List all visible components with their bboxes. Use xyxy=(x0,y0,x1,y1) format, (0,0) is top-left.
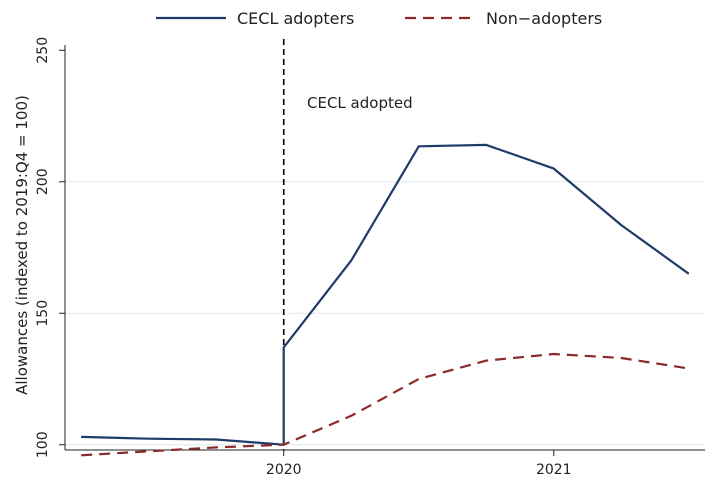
marks-layer xyxy=(81,39,690,457)
y-axis-title: Allowances (indexed to 2019:Q4 = 100) xyxy=(13,95,31,395)
legend: CECL adopters Non−adopters xyxy=(156,9,602,28)
x-tick-label-2021: 2021 xyxy=(536,462,572,478)
y-tick-label-250: 250 xyxy=(35,37,51,64)
y-tick-label-200: 200 xyxy=(35,168,51,195)
legend-label-non-adopters: Non−adopters xyxy=(486,9,602,28)
series-line-cecl-adopters xyxy=(81,143,690,446)
annotation-cecl-adopted: CECL adopted xyxy=(307,94,413,112)
legend-label-cecl-adopters: CECL adopters xyxy=(237,9,354,28)
y-tick-label-150: 150 xyxy=(35,300,51,327)
axes-layer: 100 150 200 250 2020 2021 xyxy=(35,37,705,478)
y-tick-label-100: 100 xyxy=(35,431,51,458)
grid-layer xyxy=(65,181,705,446)
x-tick-label-2020: 2020 xyxy=(266,462,302,478)
series-line-non-adopters xyxy=(81,352,689,457)
